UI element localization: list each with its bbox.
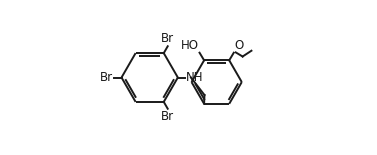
Text: HO: HO	[181, 39, 199, 52]
Text: Br: Br	[161, 32, 174, 45]
Text: NH: NH	[185, 71, 203, 84]
Text: Br: Br	[161, 110, 174, 123]
Text: Br: Br	[100, 71, 113, 84]
Text: O: O	[234, 39, 244, 52]
